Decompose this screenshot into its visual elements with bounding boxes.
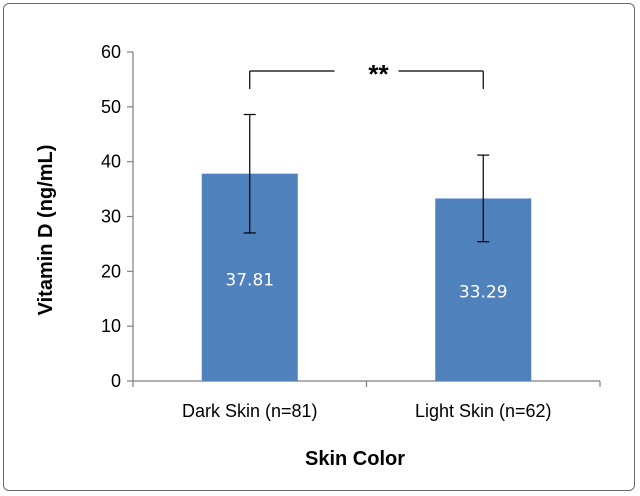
y-tick-label: 50: [101, 97, 121, 117]
y-axis-title: Vitamin D (ng/mL): [35, 145, 57, 316]
bar-data-label: 33.29: [459, 283, 508, 303]
bars: 37.81 33.29: [201, 173, 532, 381]
x-axis-title: Skin Color: [305, 448, 405, 470]
error-bars: [243, 113, 490, 243]
bar-data-label: 37.81: [225, 270, 274, 290]
y-tick-label: 40: [101, 152, 121, 172]
significance-label: **: [368, 59, 389, 89]
y-tick-label: 30: [101, 207, 121, 227]
x-tick-label: Dark Skin (n=81): [182, 401, 318, 421]
y-tick-label: 0: [111, 371, 121, 391]
y-tick-label: 10: [101, 316, 121, 336]
significance-bracket: **: [249, 59, 484, 89]
y-tick-label: 20: [101, 261, 121, 281]
y-axis-ticks: 0 10 20 30 40 50 60: [101, 42, 601, 391]
x-tick-label: Light Skin (n=62): [415, 401, 552, 421]
x-axis-tick-labels: Dark Skin (n=81) Light Skin (n=62): [182, 401, 552, 421]
y-tick-label: 60: [101, 42, 121, 62]
